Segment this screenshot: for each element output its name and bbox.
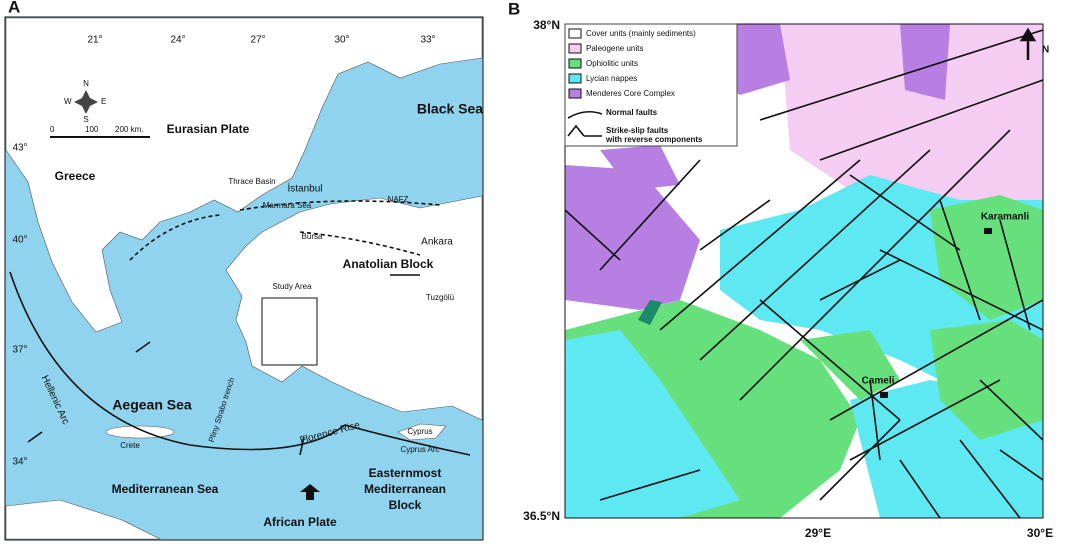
map-frame	[564, 23, 1044, 519]
legend-label: with reverse components	[605, 135, 703, 144]
place-label: African Plate	[263, 515, 337, 529]
panel-label: B	[508, 0, 520, 18]
latitude-label: 36.5°N	[523, 509, 560, 523]
legend-label: Menderes Core Complex	[586, 89, 675, 98]
legend-label: Ophiolitic units	[586, 59, 638, 68]
town-marker	[984, 228, 992, 234]
place-label: Tuzgölü	[426, 293, 454, 302]
compass-label: N	[83, 79, 89, 88]
place-label: Thrace Basin	[228, 177, 275, 186]
place-label: Cyprus Arc	[400, 445, 439, 454]
scale-label: 200 km.	[115, 125, 143, 134]
legend-label: Strike-slip faults	[606, 126, 669, 135]
scale-label: 100	[85, 125, 99, 134]
land	[5, 17, 483, 540]
place-label: Karamanli	[981, 212, 1030, 223]
study-area-box	[261, 297, 318, 366]
place-label: İstanbul	[287, 182, 322, 195]
place-label: Bursa	[302, 232, 323, 241]
legend-label: Paleogene units	[586, 44, 643, 53]
scale-label: 0	[50, 125, 55, 134]
place-label: Mediterranean	[364, 482, 446, 496]
place-label: Eurasian Plate	[167, 122, 250, 136]
compass-label: S	[83, 115, 88, 124]
north-arrow	[1019, 27, 1037, 60]
place-label: Aegean Sea	[112, 397, 192, 413]
compass	[74, 90, 98, 114]
latitude-label: 34°	[12, 457, 27, 468]
north-label: N	[1042, 45, 1049, 56]
panel-label: A	[8, 0, 20, 16]
latitude-label: 37°	[12, 345, 27, 356]
place-label: Marmara Sea	[263, 201, 312, 210]
latitude-label: 40°	[12, 235, 27, 246]
legend-label: Cover units (mainly sediments)	[586, 29, 696, 38]
longitude-label: 30°	[334, 35, 349, 46]
latitude-label: 43°	[12, 143, 27, 154]
geology	[565, 24, 1043, 518]
longitude-label: 27°	[250, 35, 265, 46]
place-label: Block	[389, 498, 422, 512]
place-label: NAFZ	[388, 195, 409, 204]
longitude-label: 21°	[87, 35, 102, 46]
place-label: Anatolian Block	[343, 257, 434, 271]
place-label: Black Sea	[417, 101, 483, 117]
longitude-label: 24°	[170, 35, 185, 46]
longitude-label: 33°	[420, 35, 435, 46]
place-label: Ankara	[421, 237, 453, 248]
place-label: Cyprus	[407, 427, 432, 436]
place-label: Study Area	[272, 282, 312, 291]
town-marker	[880, 392, 888, 398]
place-label: Easternmost	[369, 466, 442, 480]
compass-label: W	[64, 97, 72, 106]
tectonic-lines	[9, 200, 471, 500]
place-label: Crete	[120, 441, 140, 450]
longitude-label: 30°E	[1027, 526, 1053, 540]
place-label: Mediterranean Sea	[112, 482, 219, 496]
compass-label: E	[101, 97, 106, 106]
legend-label: Lycian nappes	[586, 74, 637, 83]
legend-label: Normal faults	[606, 108, 658, 117]
longitude-label: 29°E	[805, 526, 831, 540]
latitude-label: 38°N	[533, 18, 560, 32]
place-label: Greece	[55, 169, 96, 183]
place-label: Cameli	[862, 376, 895, 387]
legend	[564, 23, 738, 147]
